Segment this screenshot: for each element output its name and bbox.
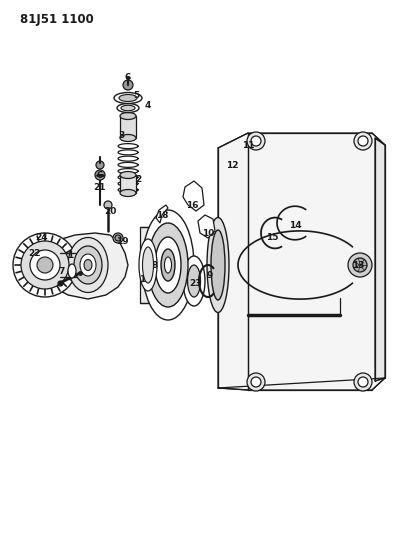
Text: 19: 19	[116, 237, 128, 246]
Text: 23: 23	[190, 279, 202, 287]
Ellipse shape	[121, 105, 135, 111]
Ellipse shape	[142, 210, 194, 320]
Ellipse shape	[120, 172, 136, 179]
Ellipse shape	[120, 190, 136, 197]
Circle shape	[167, 236, 177, 245]
Ellipse shape	[68, 264, 76, 278]
Ellipse shape	[80, 254, 96, 276]
Bar	[120, 116, 136, 138]
Text: 7: 7	[59, 266, 65, 276]
Text: 11: 11	[242, 141, 254, 149]
Text: 6: 6	[97, 171, 103, 180]
Text: 4: 4	[145, 101, 151, 109]
Text: 15: 15	[266, 232, 278, 241]
Ellipse shape	[68, 238, 108, 293]
Ellipse shape	[143, 247, 154, 283]
Circle shape	[247, 132, 265, 150]
Text: 20: 20	[104, 206, 116, 215]
Circle shape	[96, 161, 104, 169]
Circle shape	[358, 377, 368, 387]
Circle shape	[353, 258, 367, 272]
Ellipse shape	[161, 249, 175, 281]
Ellipse shape	[84, 260, 92, 271]
Text: 3: 3	[119, 131, 125, 140]
Text: 24: 24	[36, 233, 48, 243]
Circle shape	[123, 80, 133, 90]
Bar	[60, 253, 88, 277]
Circle shape	[115, 235, 121, 241]
Ellipse shape	[119, 94, 137, 101]
Ellipse shape	[183, 256, 205, 306]
Circle shape	[348, 253, 372, 277]
Text: 1: 1	[67, 251, 73, 260]
Ellipse shape	[207, 217, 229, 312]
Circle shape	[354, 373, 372, 391]
Circle shape	[247, 373, 265, 391]
Text: 10: 10	[202, 229, 214, 238]
Ellipse shape	[117, 103, 139, 112]
Bar	[120, 175, 136, 193]
Text: 17: 17	[139, 274, 151, 284]
Circle shape	[167, 286, 177, 295]
Text: 5: 5	[133, 92, 139, 101]
Polygon shape	[43, 233, 128, 299]
Text: 16: 16	[186, 200, 198, 209]
Circle shape	[104, 201, 112, 209]
Text: 12: 12	[226, 160, 238, 169]
Text: 14: 14	[289, 221, 301, 230]
Text: 2: 2	[135, 174, 141, 183]
Polygon shape	[198, 215, 215, 238]
Ellipse shape	[74, 246, 102, 284]
Text: 13: 13	[352, 261, 364, 270]
Ellipse shape	[120, 112, 136, 119]
Ellipse shape	[165, 257, 171, 273]
Circle shape	[145, 286, 154, 295]
Circle shape	[95, 170, 105, 180]
Polygon shape	[375, 138, 385, 381]
Ellipse shape	[139, 239, 157, 291]
Circle shape	[21, 241, 69, 289]
Polygon shape	[218, 133, 385, 390]
Circle shape	[13, 233, 77, 297]
Polygon shape	[183, 181, 204, 211]
Circle shape	[358, 136, 368, 146]
Ellipse shape	[155, 237, 181, 293]
Circle shape	[37, 257, 53, 273]
Ellipse shape	[120, 134, 136, 141]
Circle shape	[113, 233, 123, 243]
Text: 8: 8	[152, 261, 158, 270]
Text: 21: 21	[94, 182, 106, 191]
Ellipse shape	[188, 265, 201, 297]
Text: 18: 18	[156, 211, 168, 220]
Ellipse shape	[148, 223, 188, 307]
Circle shape	[354, 132, 372, 150]
Circle shape	[30, 250, 60, 280]
Polygon shape	[156, 205, 168, 223]
Circle shape	[145, 236, 154, 245]
Ellipse shape	[211, 230, 225, 300]
Text: 9: 9	[207, 271, 213, 279]
Bar	[140, 227, 182, 303]
Circle shape	[251, 136, 261, 146]
Circle shape	[251, 377, 261, 387]
Text: 22: 22	[29, 248, 41, 257]
Text: 81J51 1100: 81J51 1100	[20, 13, 94, 26]
Text: 6: 6	[125, 72, 131, 82]
Ellipse shape	[114, 93, 142, 103]
